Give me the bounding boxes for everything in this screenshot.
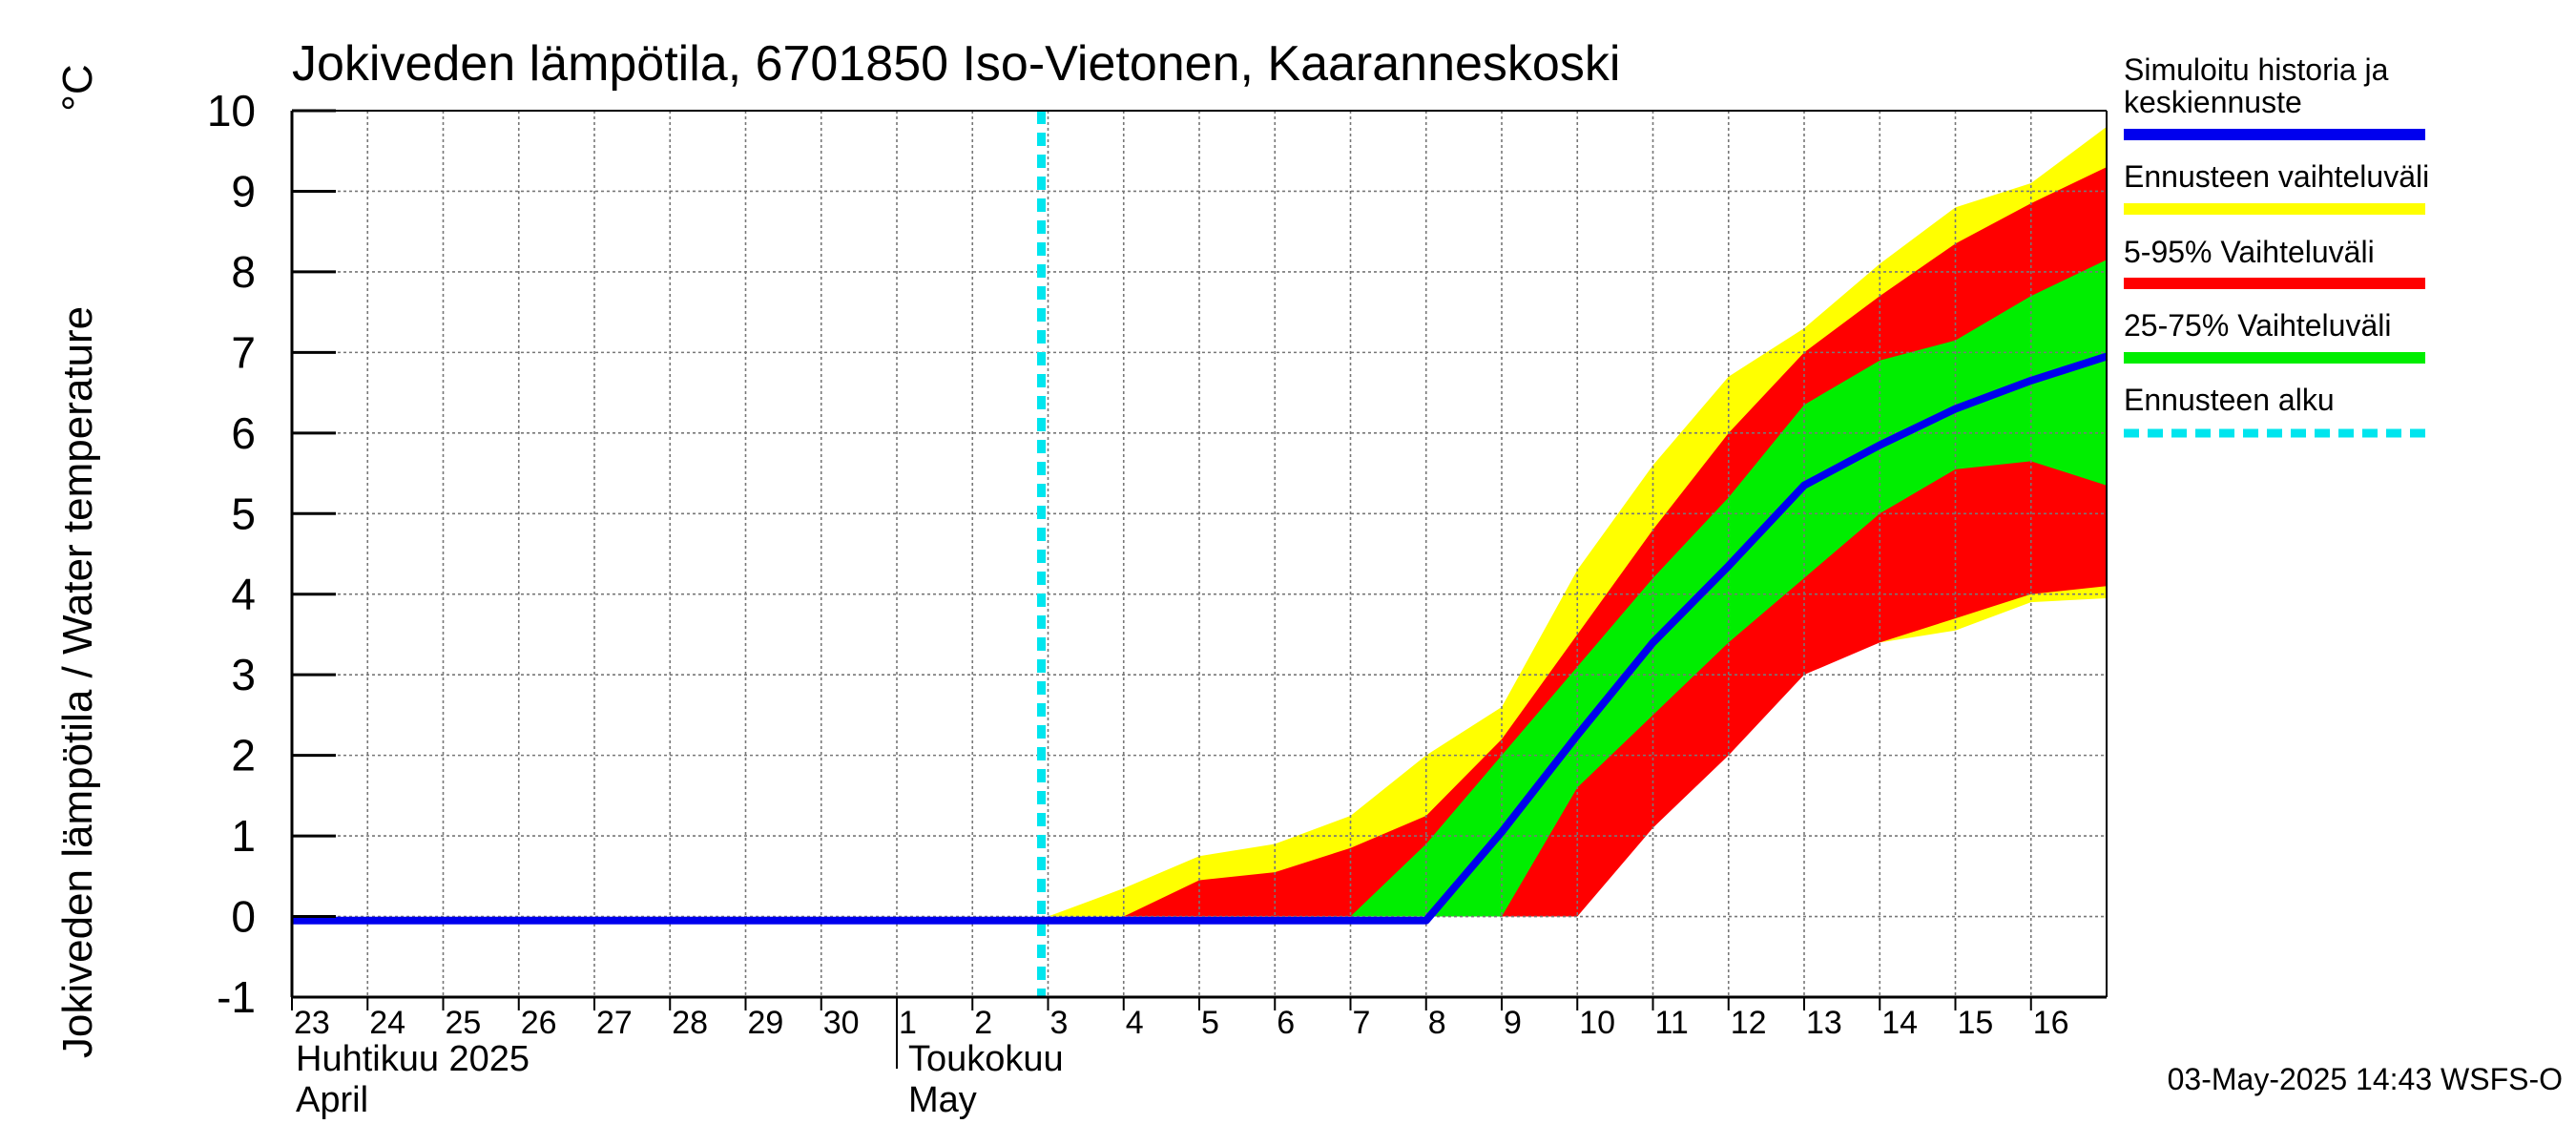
x-tick-label: 26 [521, 1005, 557, 1041]
y-tick-label: 5 [231, 489, 256, 538]
y-axis-unit: °C [54, 64, 101, 111]
x-tick-label: 30 [823, 1005, 860, 1041]
legend-label: Simuloitu historia ja keskiennuste [2124, 52, 2389, 119]
month-label-fi: Huhtikuu 2025 [296, 1039, 530, 1079]
x-tick-label: 4 [1126, 1005, 1144, 1041]
y-tick-label: 7 [231, 327, 256, 377]
x-tick-label: 12 [1731, 1005, 1767, 1041]
y-tick-label: 9 [231, 166, 256, 216]
x-tick-label: 7 [1353, 1005, 1371, 1041]
month-label-en: April [296, 1080, 368, 1120]
month-label-fi: Toukokuu [908, 1039, 1064, 1079]
x-tick-label: 8 [1428, 1005, 1446, 1041]
y-tick-label: -1 [217, 972, 256, 1022]
x-tick-label: 23 [294, 1005, 330, 1041]
x-tick-label: 27 [596, 1005, 633, 1041]
y-tick-label: 2 [231, 731, 256, 781]
x-tick-label: 25 [446, 1005, 482, 1041]
x-tick-label: 15 [1958, 1005, 1994, 1041]
footer-timestamp: 03-May-2025 14:43 WSFS-O [2168, 1062, 2563, 1096]
legend-label: Ennusteen vaihteluväli [2124, 159, 2429, 194]
y-tick-label: 3 [231, 650, 256, 699]
x-tick-label: 13 [1806, 1005, 1842, 1041]
mean-forecast-line-group [292, 111, 2109, 997]
y-tick-label: 10 [207, 86, 256, 135]
chart-title: Jokiveden lämpötila, 6701850 Iso-Vietone… [292, 36, 1620, 92]
x-tick-label: 11 [1655, 1005, 1689, 1041]
month-label-en: May [908, 1080, 977, 1120]
x-tick-label: 5 [1201, 1005, 1219, 1041]
y-tick-label: 8 [231, 247, 256, 297]
x-tick-label: 29 [748, 1005, 784, 1041]
y-axis-label: Jokiveden lämpötila / Water temperature [54, 306, 101, 1058]
x-tick-label: 10 [1579, 1005, 1615, 1041]
legend-label: 5-95% Vaihteluväli [2124, 235, 2375, 269]
y-tick-label: 4 [231, 570, 256, 619]
y-tick-label: 6 [231, 408, 256, 458]
grid-lines [292, 111, 2107, 997]
x-tick-label: 1 [899, 1005, 917, 1041]
legend-label: Ennusteen alku [2124, 383, 2335, 417]
axes [290, 109, 2108, 1069]
x-tick-label: 2 [974, 1005, 992, 1041]
y-tick-label: 0 [231, 892, 256, 942]
x-tick-label: 3 [1050, 1005, 1069, 1041]
x-tick-label: 6 [1277, 1005, 1295, 1041]
legend-label: 25-75% Vaihteluväli [2124, 308, 2391, 343]
y-tick-label: 1 [231, 811, 256, 861]
band-5-95-vaihteluv-li [1048, 167, 2107, 917]
forecast-bands [1048, 126, 2107, 917]
x-tick-label: 9 [1504, 1005, 1522, 1041]
x-tick-label: 16 [2033, 1005, 2069, 1041]
mean-forecast-line [292, 352, 2109, 925]
x-tick-label: 14 [1881, 1005, 1918, 1041]
x-tick-label: 24 [369, 1005, 405, 1041]
band-25-75-vaihteluv-li [1048, 260, 2107, 917]
legend: Simuloitu historia ja keskiennuste Ennuste… [2124, 52, 2429, 438]
x-tick-label: 28 [672, 1005, 708, 1041]
